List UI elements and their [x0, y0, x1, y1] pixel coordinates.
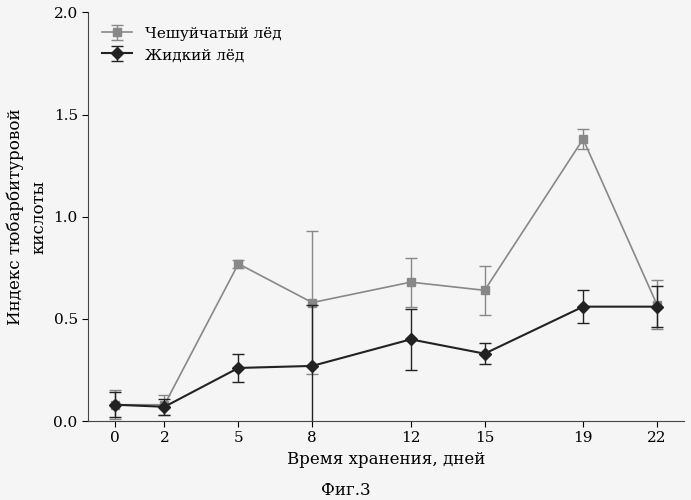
- Y-axis label: Индекс тюбарбитуровой
кислоты: Индекс тюбарбитуровой кислоты: [7, 108, 48, 325]
- X-axis label: Время хранения, дней: Время хранения, дней: [287, 451, 485, 468]
- Text: Фиг.3: Фиг.3: [321, 482, 370, 499]
- Legend: Чешуйчатый лёд, Жидкий лёд: Чешуйчатый лёд, Жидкий лёд: [96, 20, 287, 68]
